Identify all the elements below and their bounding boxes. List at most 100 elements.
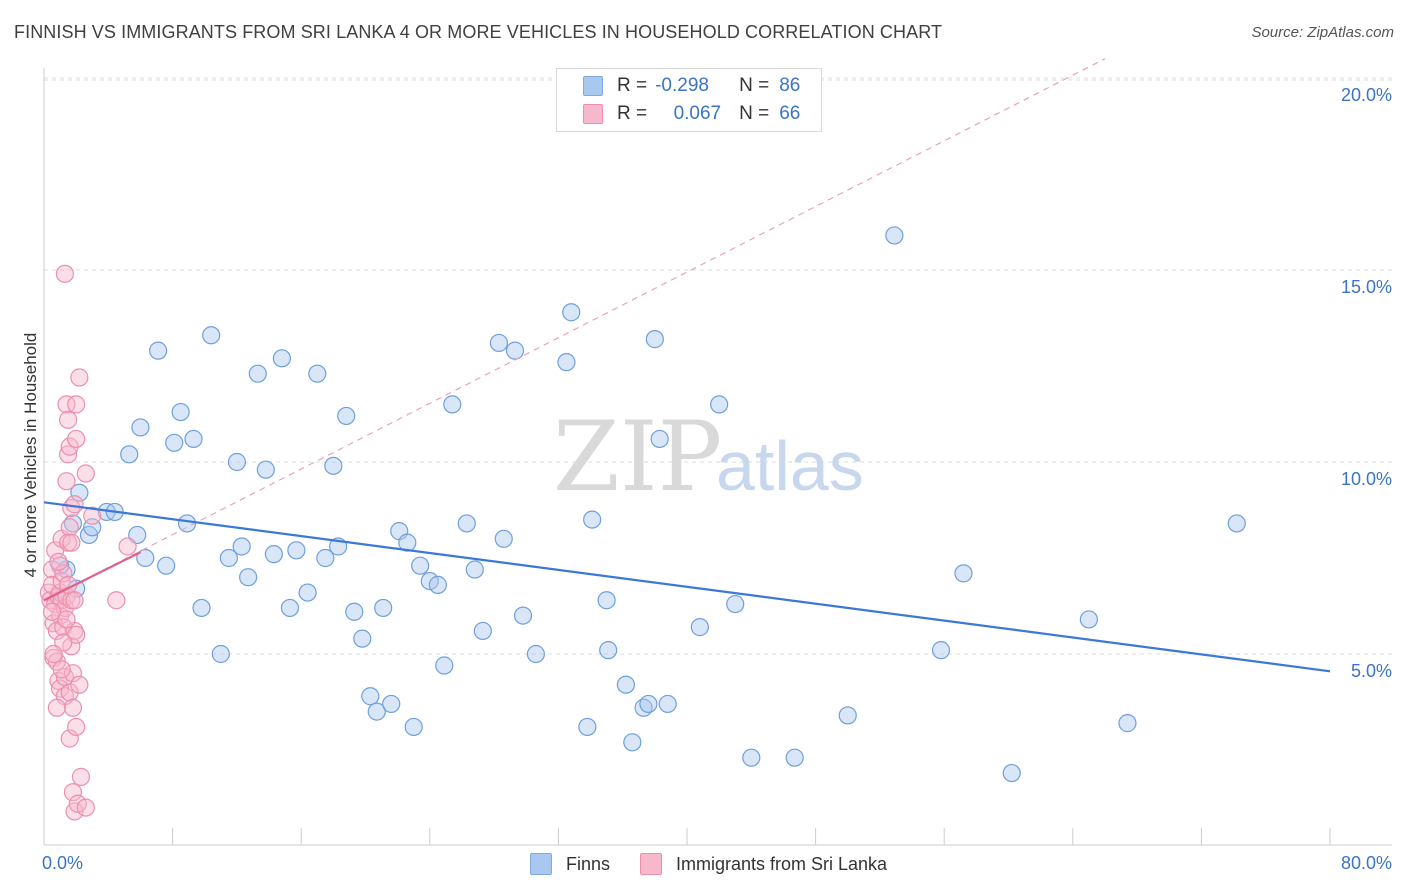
bottom-legend-finns: Finns xyxy=(530,851,610,877)
data-point xyxy=(404,717,423,737)
data-point xyxy=(248,364,267,383)
y-tick-label: 20.0% xyxy=(1341,85,1392,105)
legend-r-value: -0.298 xyxy=(655,75,709,96)
data-point xyxy=(639,694,658,714)
data-point xyxy=(316,548,335,568)
data-point xyxy=(465,560,484,579)
data-point xyxy=(171,402,190,422)
data-point xyxy=(645,330,664,349)
data-point xyxy=(411,556,430,575)
chart-title: FINNISH VS IMMIGRANTS FROM SRI LANKA 4 O… xyxy=(14,22,943,42)
data-point xyxy=(494,529,513,548)
data-point xyxy=(165,433,184,452)
data-point xyxy=(67,429,86,449)
data-point xyxy=(264,545,283,564)
data-point xyxy=(457,514,476,533)
legend-row-finns: R = -0.298 N = 86 xyxy=(583,73,800,99)
bottom-legend-label-finns: Finns xyxy=(566,853,611,874)
y-axis-title: 4 or more Vehicles in Household xyxy=(21,333,40,578)
data-point xyxy=(136,548,155,568)
y-tick-label: 10.0% xyxy=(1341,469,1392,489)
data-point xyxy=(578,717,597,737)
data-point xyxy=(583,510,602,529)
data-point xyxy=(120,445,139,464)
watermark-atlas: atlas xyxy=(716,427,864,505)
data-point xyxy=(192,598,211,618)
data-point xyxy=(742,748,761,767)
data-point xyxy=(562,303,581,322)
data-point xyxy=(726,594,745,614)
reference-line xyxy=(43,58,1106,601)
data-point xyxy=(60,729,79,748)
data-point xyxy=(954,564,973,583)
data-point xyxy=(70,483,89,502)
data-point xyxy=(202,326,221,345)
legend-r-label: R = xyxy=(617,75,648,96)
data-point xyxy=(49,552,68,571)
data-point xyxy=(435,656,454,675)
data-point xyxy=(345,602,364,621)
data-point xyxy=(885,226,904,245)
data-point xyxy=(1002,763,1021,783)
data-point xyxy=(76,464,95,483)
data-point xyxy=(76,798,95,817)
data-point xyxy=(131,418,150,437)
data-point xyxy=(838,706,857,725)
legend-n-value: 66 xyxy=(779,103,801,124)
series-finns xyxy=(50,226,1246,783)
data-point xyxy=(63,698,83,717)
legend-swatch-sri-lanka xyxy=(583,104,603,124)
legend: R = -0.298 N = 86 R = 0.067 N = 66 xyxy=(556,68,822,132)
data-point xyxy=(55,264,74,283)
data-point xyxy=(324,456,343,475)
data-point xyxy=(44,644,63,664)
data-point xyxy=(616,675,636,694)
data-point xyxy=(62,533,81,552)
data-point xyxy=(70,675,89,694)
data-point xyxy=(47,698,66,717)
data-point xyxy=(107,591,126,610)
data-point xyxy=(59,445,78,464)
watermark: ZIP atlas xyxy=(553,401,864,513)
data-point xyxy=(280,598,300,618)
legend-r-label: R = xyxy=(617,103,648,124)
data-point xyxy=(71,767,91,786)
axes xyxy=(43,68,1392,846)
data-point xyxy=(287,541,306,560)
data-point xyxy=(63,664,83,683)
legend-n-value: 86 xyxy=(779,75,801,96)
watermark-zip: ZIP xyxy=(553,401,722,513)
data-point xyxy=(149,341,168,360)
legend-n-label: N = xyxy=(739,103,770,124)
data-point xyxy=(54,564,73,583)
data-point xyxy=(67,717,86,737)
data-point xyxy=(597,591,616,610)
bottom-legend-label-sri-lanka: Immigrants from Sri Lanka xyxy=(676,853,888,874)
data-point xyxy=(428,575,447,594)
data-point xyxy=(157,556,176,575)
data-point xyxy=(59,410,78,429)
legend-r-value: 0.067 xyxy=(673,103,722,124)
data-point xyxy=(785,748,804,767)
gridlines xyxy=(44,77,1392,655)
data-point xyxy=(690,618,709,637)
data-point xyxy=(118,537,137,556)
data-point xyxy=(710,395,729,414)
legend-n-label: N = xyxy=(739,75,770,96)
data-point xyxy=(931,641,951,660)
data-point xyxy=(1118,714,1137,733)
data-point xyxy=(337,406,356,426)
data-point xyxy=(70,368,89,387)
data-point xyxy=(298,583,317,602)
data-point xyxy=(658,694,677,714)
data-point xyxy=(272,349,292,368)
data-point xyxy=(374,598,393,618)
data-point xyxy=(650,429,669,449)
data-point xyxy=(382,694,401,714)
trend-line-sri-lanka xyxy=(43,551,141,602)
data-point xyxy=(184,429,203,449)
trend-line-finns xyxy=(43,501,1331,673)
legend-swatch-finns xyxy=(583,76,603,96)
data-point xyxy=(239,568,258,587)
